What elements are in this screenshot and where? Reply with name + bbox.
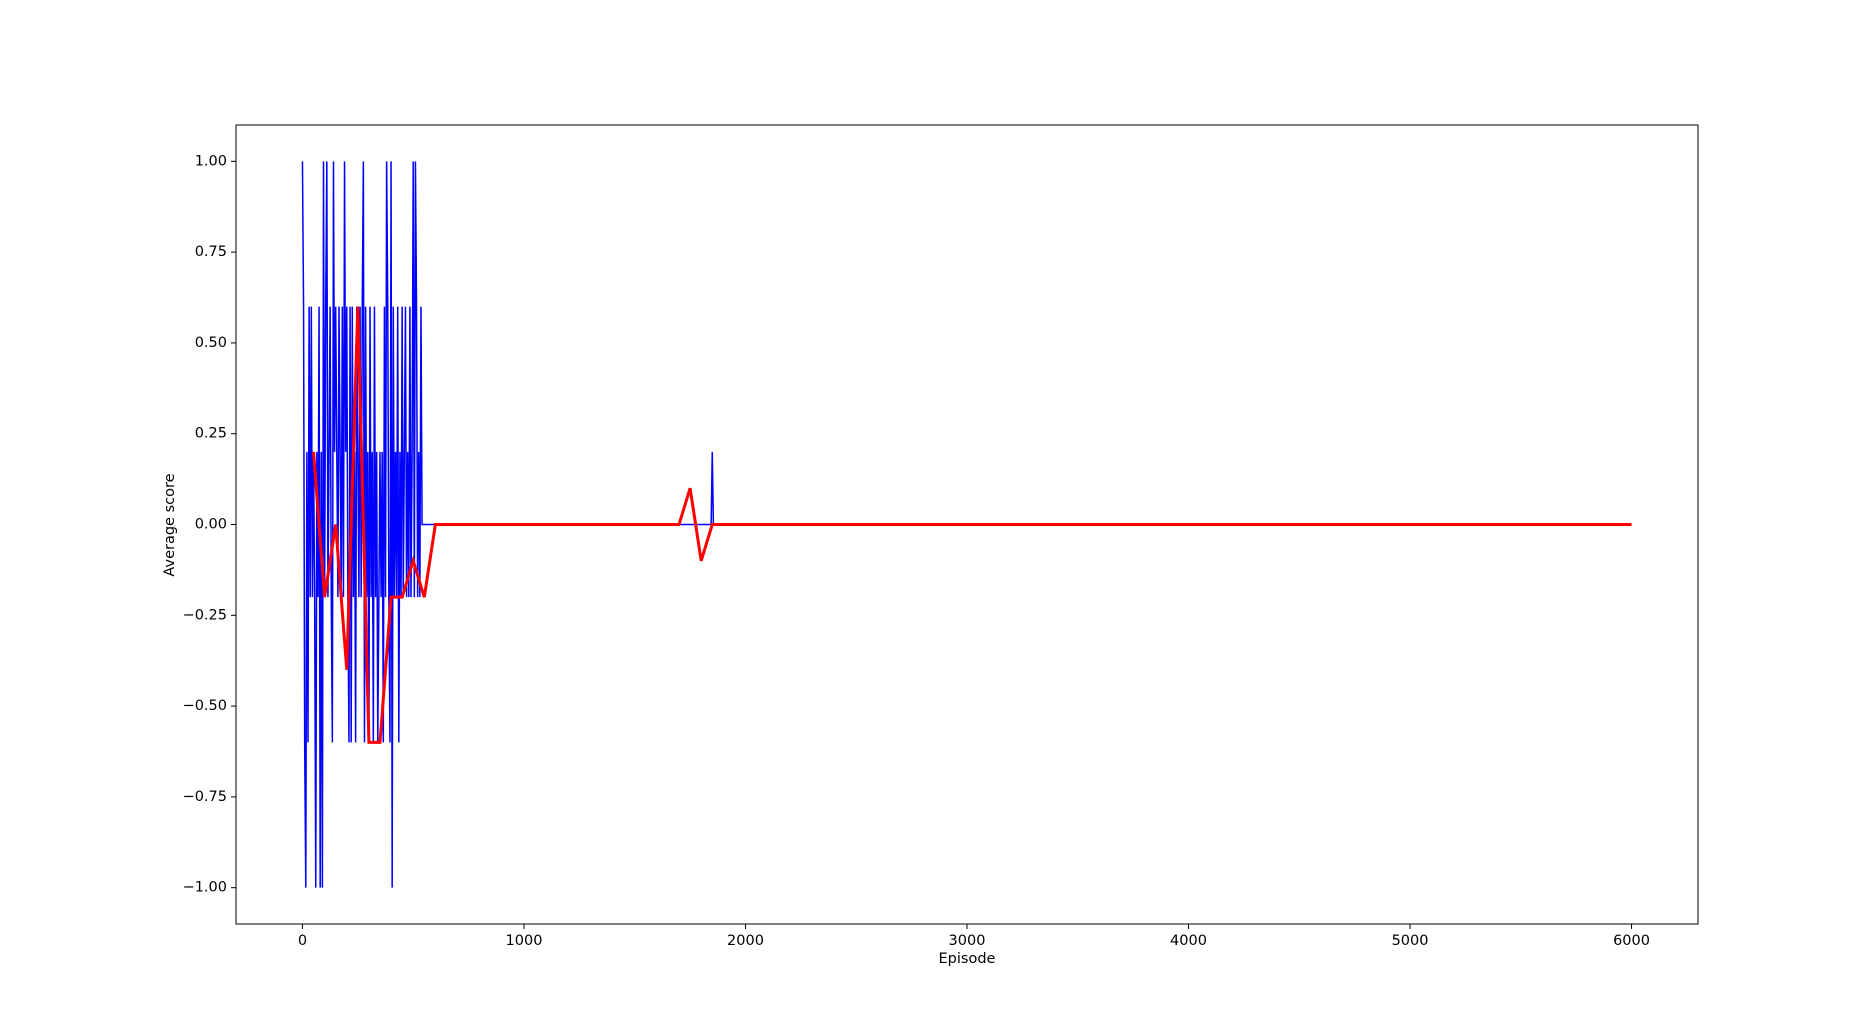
- data-line: [312, 306, 1632, 744]
- x-tick-label: 5000: [1392, 933, 1429, 949]
- x-tick-label: 2000: [727, 933, 764, 949]
- y-tick-label: 0.00: [195, 517, 227, 533]
- y-tick-label: 1.00: [195, 153, 227, 169]
- x-tick-label: 0: [298, 933, 307, 949]
- y-tick-label: −0.75: [183, 789, 227, 805]
- y-tick-label: 0.50: [195, 335, 227, 351]
- x-tick-label: 3000: [949, 933, 986, 949]
- y-tick-label: −0.25: [183, 607, 227, 623]
- x-tick-label: 4000: [1170, 933, 1207, 949]
- x-tick-label: 6000: [1613, 933, 1650, 949]
- y-tick-label: −1.00: [183, 880, 227, 896]
- y-axis-label: Average score: [162, 473, 178, 576]
- y-tick-label: 0.75: [195, 244, 227, 260]
- data-line: [301, 161, 715, 888]
- x-axis-label: Episode: [939, 951, 996, 967]
- y-tick-label: −0.50: [183, 698, 227, 714]
- x-tick-label: 1000: [506, 933, 543, 949]
- y-tick-label: 0.25: [195, 426, 227, 442]
- plot-frame: [235, 124, 1699, 925]
